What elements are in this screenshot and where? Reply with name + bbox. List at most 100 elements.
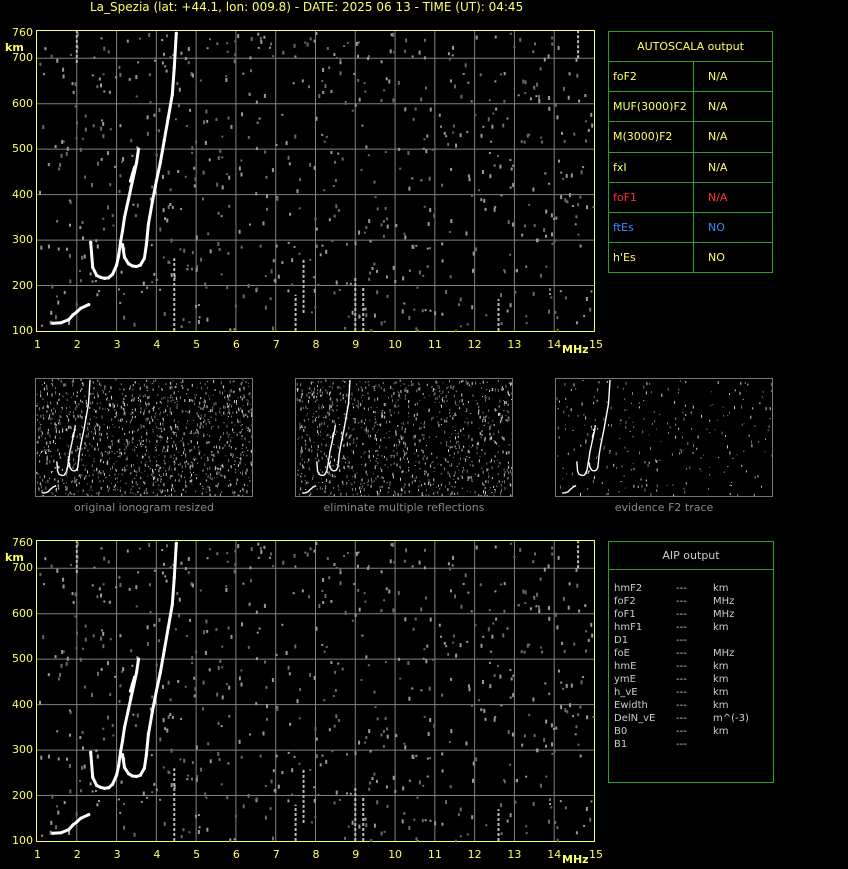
thumb-noise (625, 426, 627, 429)
thumb-noise (106, 461, 108, 465)
thumb-noise (301, 389, 303, 393)
noise-point (130, 649, 133, 653)
thumb-noise (242, 472, 243, 476)
noise-point (233, 59, 236, 64)
thumb-noise (236, 411, 238, 414)
thumb-noise (594, 418, 596, 421)
thumb-noise (363, 488, 365, 492)
noise-point (180, 561, 183, 565)
thumb-noise (155, 481, 157, 483)
thumb-noise (301, 473, 303, 474)
noise-point (120, 780, 123, 784)
noise-point (208, 668, 211, 672)
noise-point (510, 167, 513, 171)
thumb-noise (300, 407, 302, 411)
noise-point (382, 729, 385, 733)
thumb-noise (55, 391, 57, 395)
noise-point (404, 745, 407, 750)
thumb-noise (85, 445, 87, 447)
x-tick-label: 8 (312, 848, 320, 861)
thumb-noise (235, 447, 237, 450)
noise-point (441, 769, 444, 773)
thumb-noise (492, 420, 494, 422)
thumb-noise (481, 387, 483, 389)
noise-point (107, 50, 110, 54)
thumb-noise (107, 408, 109, 409)
noise-point (163, 311, 166, 316)
thumb-noise (604, 445, 606, 447)
noise-point (126, 39, 129, 43)
thumb-noise (176, 403, 178, 406)
noise-point (91, 693, 93, 697)
thumb-noise (43, 405, 45, 409)
noise-point (392, 775, 395, 780)
thumb-noise (731, 485, 732, 486)
thumb-noise (487, 396, 489, 398)
noise-point (289, 212, 292, 216)
noise-point (221, 135, 224, 138)
noise-point (373, 180, 376, 184)
thumb-noise (175, 478, 177, 481)
noise-point (550, 806, 553, 809)
trace-point (154, 689, 158, 693)
thumb-noise (172, 487, 174, 489)
thumb-noise (321, 456, 323, 460)
thumb-noise (667, 422, 668, 425)
thumb-noise (488, 409, 490, 412)
thumb-noise (245, 381, 247, 384)
thumb-noise (485, 396, 487, 399)
noise-point (79, 269, 81, 272)
noise-point (146, 625, 149, 630)
thumb-noise (354, 476, 356, 479)
noise-point (441, 752, 444, 756)
thumb-noise (396, 447, 398, 449)
noise-point (304, 551, 307, 554)
thumb-noise (37, 440, 39, 444)
thumb-noise (729, 484, 731, 486)
noise-point (543, 228, 546, 232)
x-tick-label: 5 (193, 848, 201, 861)
noise-point (533, 595, 536, 600)
thumb-noise (97, 423, 99, 427)
thumb-noise (198, 405, 200, 408)
thumb-noise (457, 492, 459, 495)
x-tick-label: 4 (153, 848, 161, 861)
noise-point (209, 759, 212, 764)
thumb-noise (166, 440, 168, 443)
noise-point (301, 589, 304, 593)
thumb-noise (76, 395, 78, 397)
thumb-noise (59, 437, 61, 439)
thumb-noise (669, 426, 671, 429)
thumb-noise (159, 474, 160, 476)
noise-point (233, 569, 236, 574)
thumb-noise (160, 481, 162, 483)
noise-point (42, 125, 45, 130)
noise-point (326, 47, 329, 50)
thumb-noise (111, 395, 112, 399)
noise-point (117, 288, 120, 291)
noise-point (325, 645, 328, 648)
noise-point (448, 567, 451, 571)
thumb-noise (162, 467, 164, 469)
noise-point (216, 692, 219, 697)
thumb-noise (404, 442, 406, 445)
thumb-noise (419, 386, 421, 390)
thumb-noise (727, 466, 729, 467)
noise-point (543, 567, 546, 572)
thumb-noise (478, 427, 480, 429)
thumb-trace (68, 379, 91, 472)
thumb-noise (376, 423, 378, 425)
noise-point (412, 627, 415, 631)
thumb-noise (483, 473, 485, 474)
thumb-noise (201, 417, 202, 419)
noise-point (150, 754, 153, 757)
thumb-noise (175, 495, 177, 499)
thumb-noise (157, 464, 158, 466)
thumb-noise (303, 407, 304, 409)
thumb-noise (489, 425, 491, 429)
thumb-noise (41, 435, 43, 437)
noise-point (260, 40, 263, 44)
thumb-noise (88, 422, 90, 425)
thumb-noise (171, 397, 173, 399)
thumb-noise (130, 464, 132, 468)
